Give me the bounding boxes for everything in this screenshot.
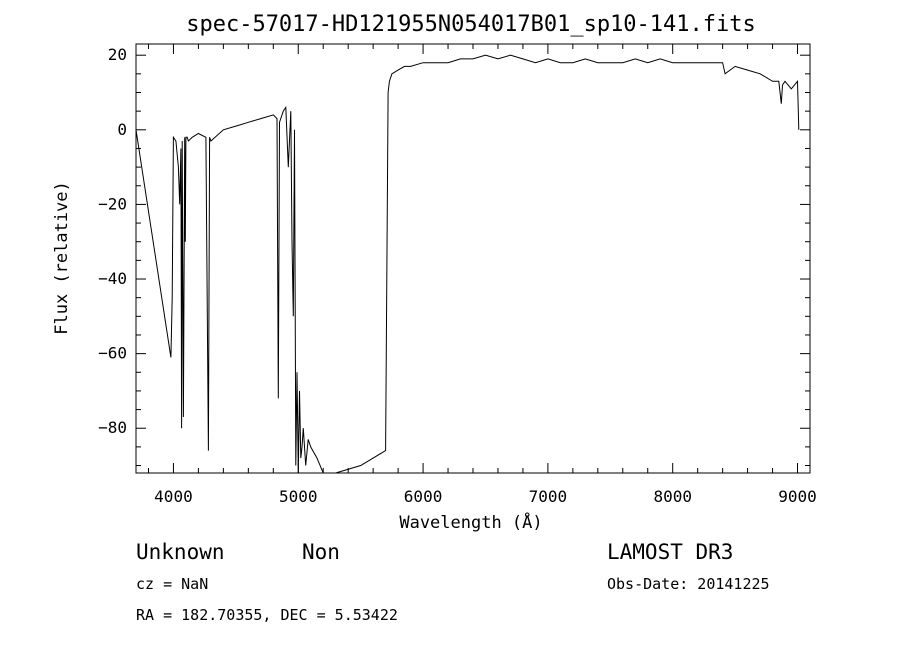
x-tick-label: 4000 — [154, 487, 193, 506]
plot-frame — [135, 43, 811, 474]
x-axis: 4000 5000 6000 7000 8000 9000 — [147, 44, 817, 506]
y-tick-label: −60 — [98, 344, 127, 363]
coordinates: RA = 182.70355, DEC = 5.53422 — [136, 606, 398, 624]
y-axis: 20 0 −20 −40 −60 −80 — [98, 45, 810, 467]
x-tick-label: 5000 — [279, 487, 318, 506]
x-tick-label: 9000 — [778, 487, 817, 506]
x-tick-label: 6000 — [404, 487, 443, 506]
obs-date: Obs-Date: 20141225 — [607, 575, 770, 593]
y-tick-label: −80 — [98, 418, 127, 437]
y-tick-label: −20 — [98, 194, 127, 213]
x-tick-label: 8000 — [653, 487, 692, 506]
x-axis-label: Wavelength (Å) — [399, 511, 542, 533]
survey-label: LAMOST DR3 — [607, 540, 733, 564]
cz-value: cz = NaN — [136, 575, 208, 593]
y-tick-label: 0 — [117, 120, 127, 139]
y-axis-label: Flux (relative) — [52, 181, 72, 335]
chart-title: spec-57017-HD121955N054017B01_sp10-141.f… — [186, 12, 756, 37]
x-tick-label: 7000 — [529, 487, 568, 506]
spectrum-line — [135, 54, 800, 474]
y-tick-label: 20 — [108, 45, 127, 64]
object-class: Non — [302, 540, 340, 564]
y-tick-label: −40 — [98, 269, 127, 288]
object-name: Unknown — [136, 540, 225, 564]
